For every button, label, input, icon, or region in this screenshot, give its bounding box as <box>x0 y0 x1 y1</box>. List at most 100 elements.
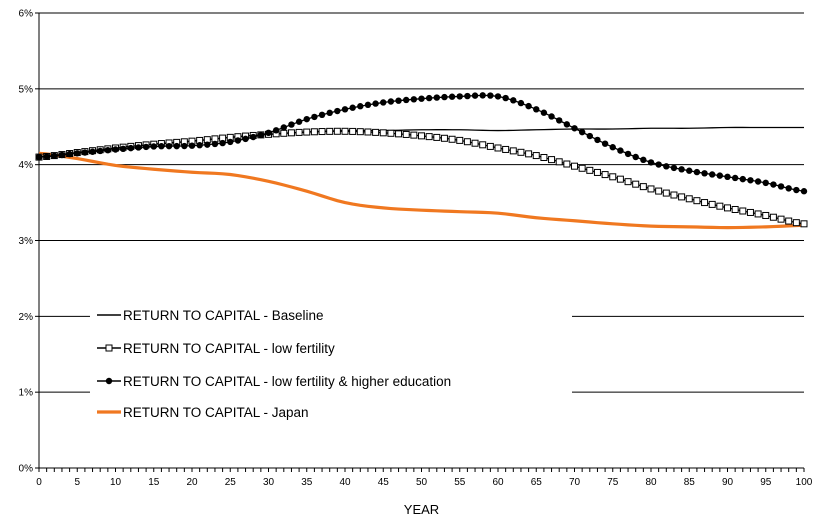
series-1-point-88 <box>708 200 716 208</box>
series-1-point-79 <box>639 183 647 191</box>
axes: 0% 1% 2% 3% 4% 5% 6% 0 5 10 15 20 25 30 35 40 45 50 55 60 65… <box>19 9 813 489</box>
series-2-point-69 <box>563 121 571 128</box>
legend-label-0: RETURN TO CAPITAL - Baseline <box>123 308 324 323</box>
series-1-point-58 <box>479 141 487 149</box>
series-2-point-32 <box>280 124 287 131</box>
series-2-point-71 <box>578 128 586 136</box>
series-2-point-55 <box>456 93 463 100</box>
series-2-point-93 <box>747 177 754 184</box>
series-2-point-20 <box>188 142 196 149</box>
series-2-point-62 <box>510 97 517 104</box>
series-2 <box>35 92 808 195</box>
series-2-point-3 <box>58 151 66 159</box>
series-2-point-82 <box>663 163 670 170</box>
series-2-point-77 <box>624 150 632 158</box>
series-1-point-99 <box>792 219 800 227</box>
series-1-point-62 <box>509 147 517 155</box>
series-2-point-61 <box>502 94 509 102</box>
series-1-point-41 <box>349 127 357 135</box>
series-2-point-12 <box>127 144 134 152</box>
series-2-point-72 <box>586 132 593 140</box>
series-2-point-29 <box>257 131 265 139</box>
series-2-point-27 <box>242 135 249 143</box>
series-1-point-68 <box>555 158 563 166</box>
x-tick-label-16: 80 <box>645 477 657 488</box>
series-2-point-26 <box>234 137 242 144</box>
series-2-point-38 <box>326 109 333 117</box>
series-1-point-87 <box>701 199 709 207</box>
series-1-point-73 <box>593 168 601 176</box>
series-1-point-33 <box>287 129 295 137</box>
series-1-point-67 <box>548 156 556 164</box>
series-2-point-8 <box>97 147 104 155</box>
series-2-point-52 <box>433 94 440 101</box>
x-tick-label-5: 25 <box>225 477 237 488</box>
series-1-point-76 <box>616 175 624 183</box>
series-1-point-42 <box>356 128 364 136</box>
series-1-point-89 <box>716 202 724 210</box>
series-1-point-49 <box>410 131 418 139</box>
series-1-point-93 <box>746 208 754 216</box>
series-2-point-30 <box>265 129 272 137</box>
series-2-point-79 <box>640 156 647 164</box>
series-1-point-97 <box>777 215 785 223</box>
series-2-point-64 <box>525 102 532 110</box>
series-2-point-33 <box>288 121 295 128</box>
series-2-point-63 <box>517 99 525 107</box>
series-2-point-91 <box>731 174 739 182</box>
series-1-point-70 <box>571 162 578 170</box>
series-2-point-84 <box>678 166 685 173</box>
series-1-point-32 <box>280 129 288 137</box>
series-2-point-41 <box>349 104 356 111</box>
series-2-point-100 <box>800 188 808 195</box>
series-2-point-50 <box>418 95 425 102</box>
series-2-point-34 <box>295 118 303 125</box>
series-2-point-51 <box>425 94 433 102</box>
series-1-point-86 <box>693 197 701 205</box>
series-2-point-67 <box>548 113 555 120</box>
series-1-point-51 <box>425 133 433 141</box>
series-1-point-90 <box>724 204 731 212</box>
series-2-point-70 <box>571 125 578 132</box>
series-1-point-66 <box>540 153 548 161</box>
series-1-point-65 <box>532 152 540 160</box>
x-tick-label-2: 10 <box>110 477 122 488</box>
x-axis-title: YEAR <box>404 502 439 517</box>
series-1-point-57 <box>471 139 479 147</box>
series-2-point-92 <box>739 175 746 183</box>
series-2-point-80 <box>647 159 655 166</box>
series-2-point-65 <box>533 106 540 113</box>
series-1-point-47 <box>395 130 403 138</box>
series-2-point-83 <box>670 164 678 172</box>
series-1-point-45 <box>379 129 387 137</box>
series-2-point-46 <box>387 98 395 105</box>
series-2-point-13 <box>135 144 142 151</box>
series-2-point-97 <box>777 183 785 190</box>
series-line-3 <box>38 151 805 230</box>
series-1-point-34 <box>295 128 303 136</box>
x-tick-label-0: 0 <box>36 477 42 488</box>
series-1-point-83 <box>670 191 678 199</box>
series-1-point-39 <box>333 127 341 135</box>
series-2-point-25 <box>227 138 234 146</box>
series-2-point-47 <box>395 97 402 104</box>
series-2-point-96 <box>770 181 777 188</box>
series-1-point-84 <box>678 193 686 201</box>
series-2-point-88 <box>709 171 716 178</box>
series-2-point-39 <box>334 107 341 115</box>
series-2-point-10 <box>112 146 119 153</box>
series-2-point-0 <box>35 153 43 161</box>
series-1-point-43 <box>364 128 372 136</box>
series-2-point-42 <box>357 103 364 110</box>
y-tick-label-4: 4% <box>19 160 34 171</box>
series-2-point-17 <box>165 142 173 150</box>
y-tick-label-1: 1% <box>19 388 34 399</box>
series-2-point-90 <box>724 173 731 180</box>
series-1-point-78 <box>632 180 640 188</box>
series-2-point-22 <box>204 141 211 148</box>
x-tick-label-18: 90 <box>722 477 734 488</box>
series-2-point-23 <box>211 140 219 148</box>
series-1-point-54 <box>448 135 456 143</box>
series-1-point-52 <box>433 133 441 141</box>
